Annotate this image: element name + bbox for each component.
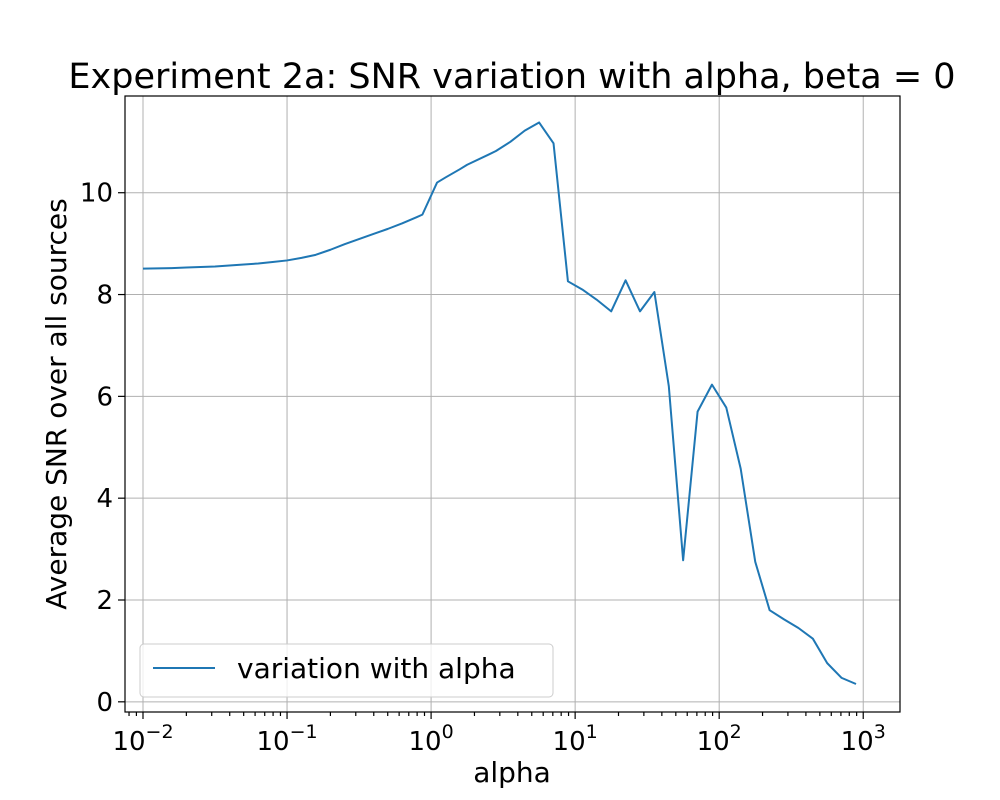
y-tick-label: 2 [96,586,113,616]
series-line [142,121,857,685]
x-tick-label: 102 [697,721,742,757]
legend-label: variation with alpha [237,652,516,685]
y-tick-label: 10 [80,179,113,209]
y-axis-ticks: 0 2 4 6 8 10 [80,179,125,718]
y-tick-label: 0 [96,688,113,718]
plot-area [124,95,901,713]
y-tick-label: 6 [96,382,113,412]
x-tick-label: 100 [408,721,453,757]
y-tick-label: 4 [96,484,113,514]
x-axis-ticks: 10−2 10−1 100 101 102 103 [112,712,886,757]
grid-lines [125,96,900,712]
x-tick-label: 101 [553,721,598,757]
series-layer [142,121,857,685]
x-tick-label: 103 [841,721,886,757]
y-axis-label: Average SNR over all sources [40,198,73,609]
legend-box [139,643,554,698]
legend: variation with alpha [139,643,554,698]
x-tick-label: 10−2 [112,721,173,757]
x-tick-label: 10−1 [256,721,317,757]
y-tick-label: 8 [96,281,113,311]
chart-title: Experiment 2a: SNR variation with alpha,… [68,57,955,97]
x-axis-label: alpha [473,756,551,789]
